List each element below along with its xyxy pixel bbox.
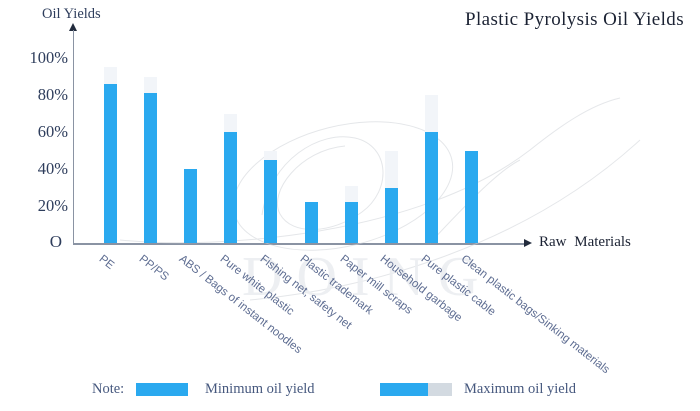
bar-maximum-cap xyxy=(384,150,398,188)
legend-note-label: Note: xyxy=(92,381,125,397)
legend-max-label: Maximum oil yield xyxy=(464,381,576,397)
bar-minimum xyxy=(465,150,479,243)
bar-maximum-cap xyxy=(264,150,278,160)
bar-minimum xyxy=(224,132,238,243)
legend-min-label: Minimum oil yield xyxy=(205,381,315,397)
y-tick-label: 80% xyxy=(37,85,68,104)
y-tick-label: 40% xyxy=(37,159,68,178)
chart-title: Plastic Pyrolysis Oil Yields xyxy=(465,9,684,30)
bar-minimum xyxy=(264,159,278,243)
y-axis-arrow-icon xyxy=(69,23,77,31)
legend-min-swatch xyxy=(136,383,188,396)
bar-minimum xyxy=(384,187,398,243)
y-tick-label: 100% xyxy=(29,48,69,67)
bar-maximum-cap xyxy=(103,67,117,84)
y-tick-label: 60% xyxy=(37,122,68,141)
bar-maximum-cap xyxy=(425,95,439,132)
bar-minimum xyxy=(344,202,358,243)
bar-minimum xyxy=(304,202,318,243)
bar-minimum xyxy=(183,169,197,243)
legend-max-swatch-blue xyxy=(380,383,428,396)
legend-max-swatch xyxy=(380,383,452,396)
bar-maximum-cap xyxy=(143,76,157,94)
legend: Note: Minimum oil yield Maximum oil yiel… xyxy=(0,380,700,402)
y-axis-title: Oil Yields xyxy=(42,6,101,22)
x-axis-title: Raw Materials xyxy=(539,234,631,250)
bar-minimum xyxy=(425,132,439,243)
x-axis-arrow-icon xyxy=(524,239,532,247)
bar-maximum-cap xyxy=(224,113,238,132)
bar-minimum xyxy=(143,93,157,243)
y-tick-label: 20% xyxy=(37,196,68,215)
origin-label: O xyxy=(49,232,62,251)
y-axis-line xyxy=(73,30,74,243)
watermark-text: DOING xyxy=(242,246,492,308)
bar-minimum xyxy=(103,83,117,243)
bar-maximum-cap xyxy=(344,185,358,203)
x-axis-line xyxy=(73,243,525,245)
legend-max-swatch-gray xyxy=(428,383,452,396)
